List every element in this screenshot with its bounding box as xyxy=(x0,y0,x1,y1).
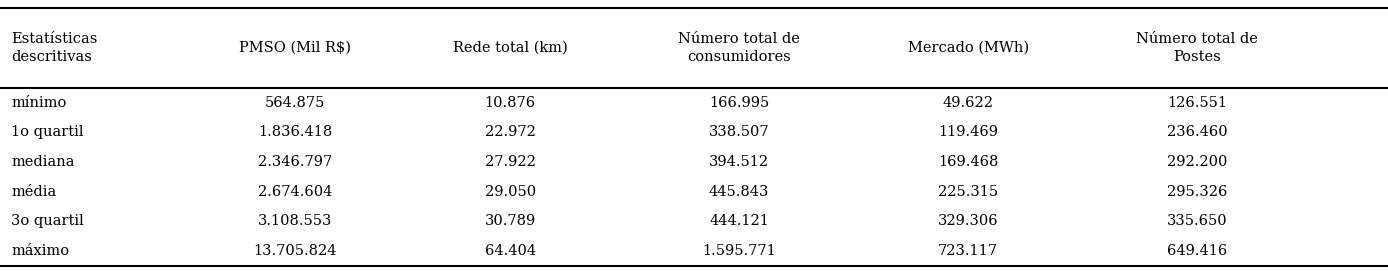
Text: Número total de
Postes: Número total de Postes xyxy=(1137,32,1258,64)
Text: Estatísticas
descritivas: Estatísticas descritivas xyxy=(11,32,97,64)
Text: mínimo: mínimo xyxy=(11,96,67,110)
Text: PMSO (Mil R$): PMSO (Mil R$) xyxy=(239,41,351,55)
Text: 292.200: 292.200 xyxy=(1167,155,1227,169)
Text: 30.789: 30.789 xyxy=(484,214,536,228)
Text: 1.595.771: 1.595.771 xyxy=(702,244,776,258)
Text: 13.705.824: 13.705.824 xyxy=(253,244,337,258)
Text: 295.326: 295.326 xyxy=(1167,185,1227,199)
Text: 236.460: 236.460 xyxy=(1167,125,1227,139)
Text: 119.469: 119.469 xyxy=(938,125,998,139)
Text: 564.875: 564.875 xyxy=(265,96,325,110)
Text: 649.416: 649.416 xyxy=(1167,244,1227,258)
Text: 169.468: 169.468 xyxy=(938,155,998,169)
Text: mediana: mediana xyxy=(11,155,75,169)
Text: Mercado (MWh): Mercado (MWh) xyxy=(908,41,1029,55)
Text: 64.404: 64.404 xyxy=(484,244,536,258)
Text: 3.108.553: 3.108.553 xyxy=(258,214,332,228)
Text: Número total de
consumidores: Número total de consumidores xyxy=(679,32,799,64)
Text: 10.876: 10.876 xyxy=(484,96,536,110)
Text: 1.836.418: 1.836.418 xyxy=(258,125,332,139)
Text: 2.346.797: 2.346.797 xyxy=(258,155,332,169)
Text: 29.050: 29.050 xyxy=(484,185,536,199)
Text: 394.512: 394.512 xyxy=(709,155,769,169)
Text: 2.674.604: 2.674.604 xyxy=(258,185,332,199)
Text: 338.507: 338.507 xyxy=(709,125,769,139)
Text: 329.306: 329.306 xyxy=(938,214,998,228)
Text: média: média xyxy=(11,185,57,199)
Text: 723.117: 723.117 xyxy=(938,244,998,258)
Text: 49.622: 49.622 xyxy=(942,96,994,110)
Text: Rede total (km): Rede total (km) xyxy=(452,41,568,55)
Text: 1o quartil: 1o quartil xyxy=(11,125,83,139)
Text: 3o quartil: 3o quartil xyxy=(11,214,83,228)
Text: 225.315: 225.315 xyxy=(938,185,998,199)
Text: 166.995: 166.995 xyxy=(709,96,769,110)
Text: 27.922: 27.922 xyxy=(484,155,536,169)
Text: 444.121: 444.121 xyxy=(709,214,769,228)
Text: 445.843: 445.843 xyxy=(709,185,769,199)
Text: 335.650: 335.650 xyxy=(1167,214,1227,228)
Text: máximo: máximo xyxy=(11,244,69,258)
Text: 22.972: 22.972 xyxy=(484,125,536,139)
Text: 126.551: 126.551 xyxy=(1167,96,1227,110)
